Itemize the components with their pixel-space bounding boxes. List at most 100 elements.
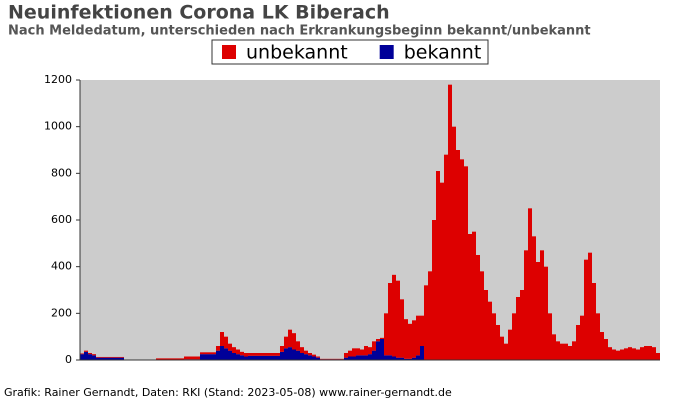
bar — [416, 355, 420, 360]
bar — [224, 337, 228, 349]
bar — [540, 250, 544, 360]
bar — [584, 260, 588, 360]
bar — [160, 358, 164, 359]
bar — [308, 353, 312, 355]
bar — [428, 271, 432, 360]
bar — [220, 332, 224, 346]
bar — [360, 350, 364, 356]
bar — [196, 357, 200, 360]
bar — [624, 348, 628, 360]
legend-label: unbekannt — [246, 42, 348, 64]
bar — [648, 346, 652, 360]
bar — [384, 313, 388, 355]
bar — [184, 357, 188, 360]
bar — [88, 354, 92, 360]
bar — [364, 346, 368, 355]
bar — [272, 356, 276, 360]
bar — [376, 341, 380, 360]
bar — [228, 344, 232, 351]
bar — [288, 330, 292, 348]
bar — [372, 341, 376, 350]
bar — [440, 183, 444, 360]
bar — [236, 350, 240, 355]
bar — [588, 253, 592, 360]
bar — [532, 236, 536, 360]
bar — [456, 150, 460, 360]
bar — [404, 319, 408, 359]
bar — [380, 338, 384, 339]
bar — [96, 357, 100, 358]
bar — [172, 358, 176, 359]
bar — [168, 358, 172, 359]
bar — [536, 262, 540, 360]
bar — [560, 344, 564, 360]
bar — [520, 290, 524, 360]
bar — [524, 250, 528, 360]
bar — [436, 171, 440, 360]
bar — [576, 325, 580, 360]
bar — [468, 234, 472, 360]
bar — [208, 354, 212, 360]
bar — [280, 352, 284, 360]
bar — [236, 354, 240, 360]
bar — [620, 350, 624, 361]
bar — [80, 353, 84, 354]
bar — [312, 355, 316, 357]
bar — [212, 354, 216, 360]
bar — [104, 357, 108, 358]
bar — [224, 348, 228, 360]
bar — [384, 355, 388, 360]
bar — [424, 285, 428, 360]
bar — [348, 357, 352, 361]
bar — [360, 355, 364, 360]
bar — [204, 354, 208, 360]
bar — [408, 324, 412, 359]
bar — [180, 358, 184, 359]
bar — [268, 356, 272, 360]
bar — [392, 357, 396, 361]
y-tick-label: 600 — [51, 213, 72, 226]
bar — [352, 348, 356, 356]
bar — [596, 313, 600, 360]
bar — [508, 330, 512, 360]
bar — [388, 283, 392, 355]
bar — [108, 357, 112, 358]
bar — [400, 299, 404, 357]
bar — [244, 357, 248, 361]
bar — [652, 347, 656, 360]
bar — [420, 316, 424, 346]
bar — [368, 347, 372, 354]
bar — [272, 353, 276, 356]
chart-title: Neuinfektionen Corona LK Biberach — [8, 2, 390, 24]
bar — [260, 356, 264, 360]
bar — [112, 357, 116, 358]
bar — [280, 346, 284, 352]
bar — [364, 355, 368, 360]
bar — [644, 346, 648, 360]
bar — [312, 357, 316, 361]
bar — [492, 313, 496, 360]
bar — [632, 348, 636, 360]
bar — [216, 351, 220, 360]
bar — [208, 352, 212, 354]
bar — [240, 352, 244, 356]
bar — [228, 351, 232, 360]
bar — [84, 351, 88, 352]
bar — [296, 351, 300, 360]
bar — [480, 271, 484, 360]
bar — [544, 267, 548, 360]
bar — [616, 351, 620, 360]
bar — [472, 232, 476, 360]
bar — [352, 357, 356, 361]
bar — [604, 339, 608, 360]
legend-swatch — [222, 45, 236, 59]
bar — [204, 352, 208, 354]
bar — [260, 353, 264, 356]
bar — [120, 357, 124, 358]
bar — [628, 347, 632, 360]
bar — [432, 220, 436, 360]
bar — [580, 316, 584, 360]
bar — [548, 313, 552, 360]
bar — [164, 358, 168, 359]
